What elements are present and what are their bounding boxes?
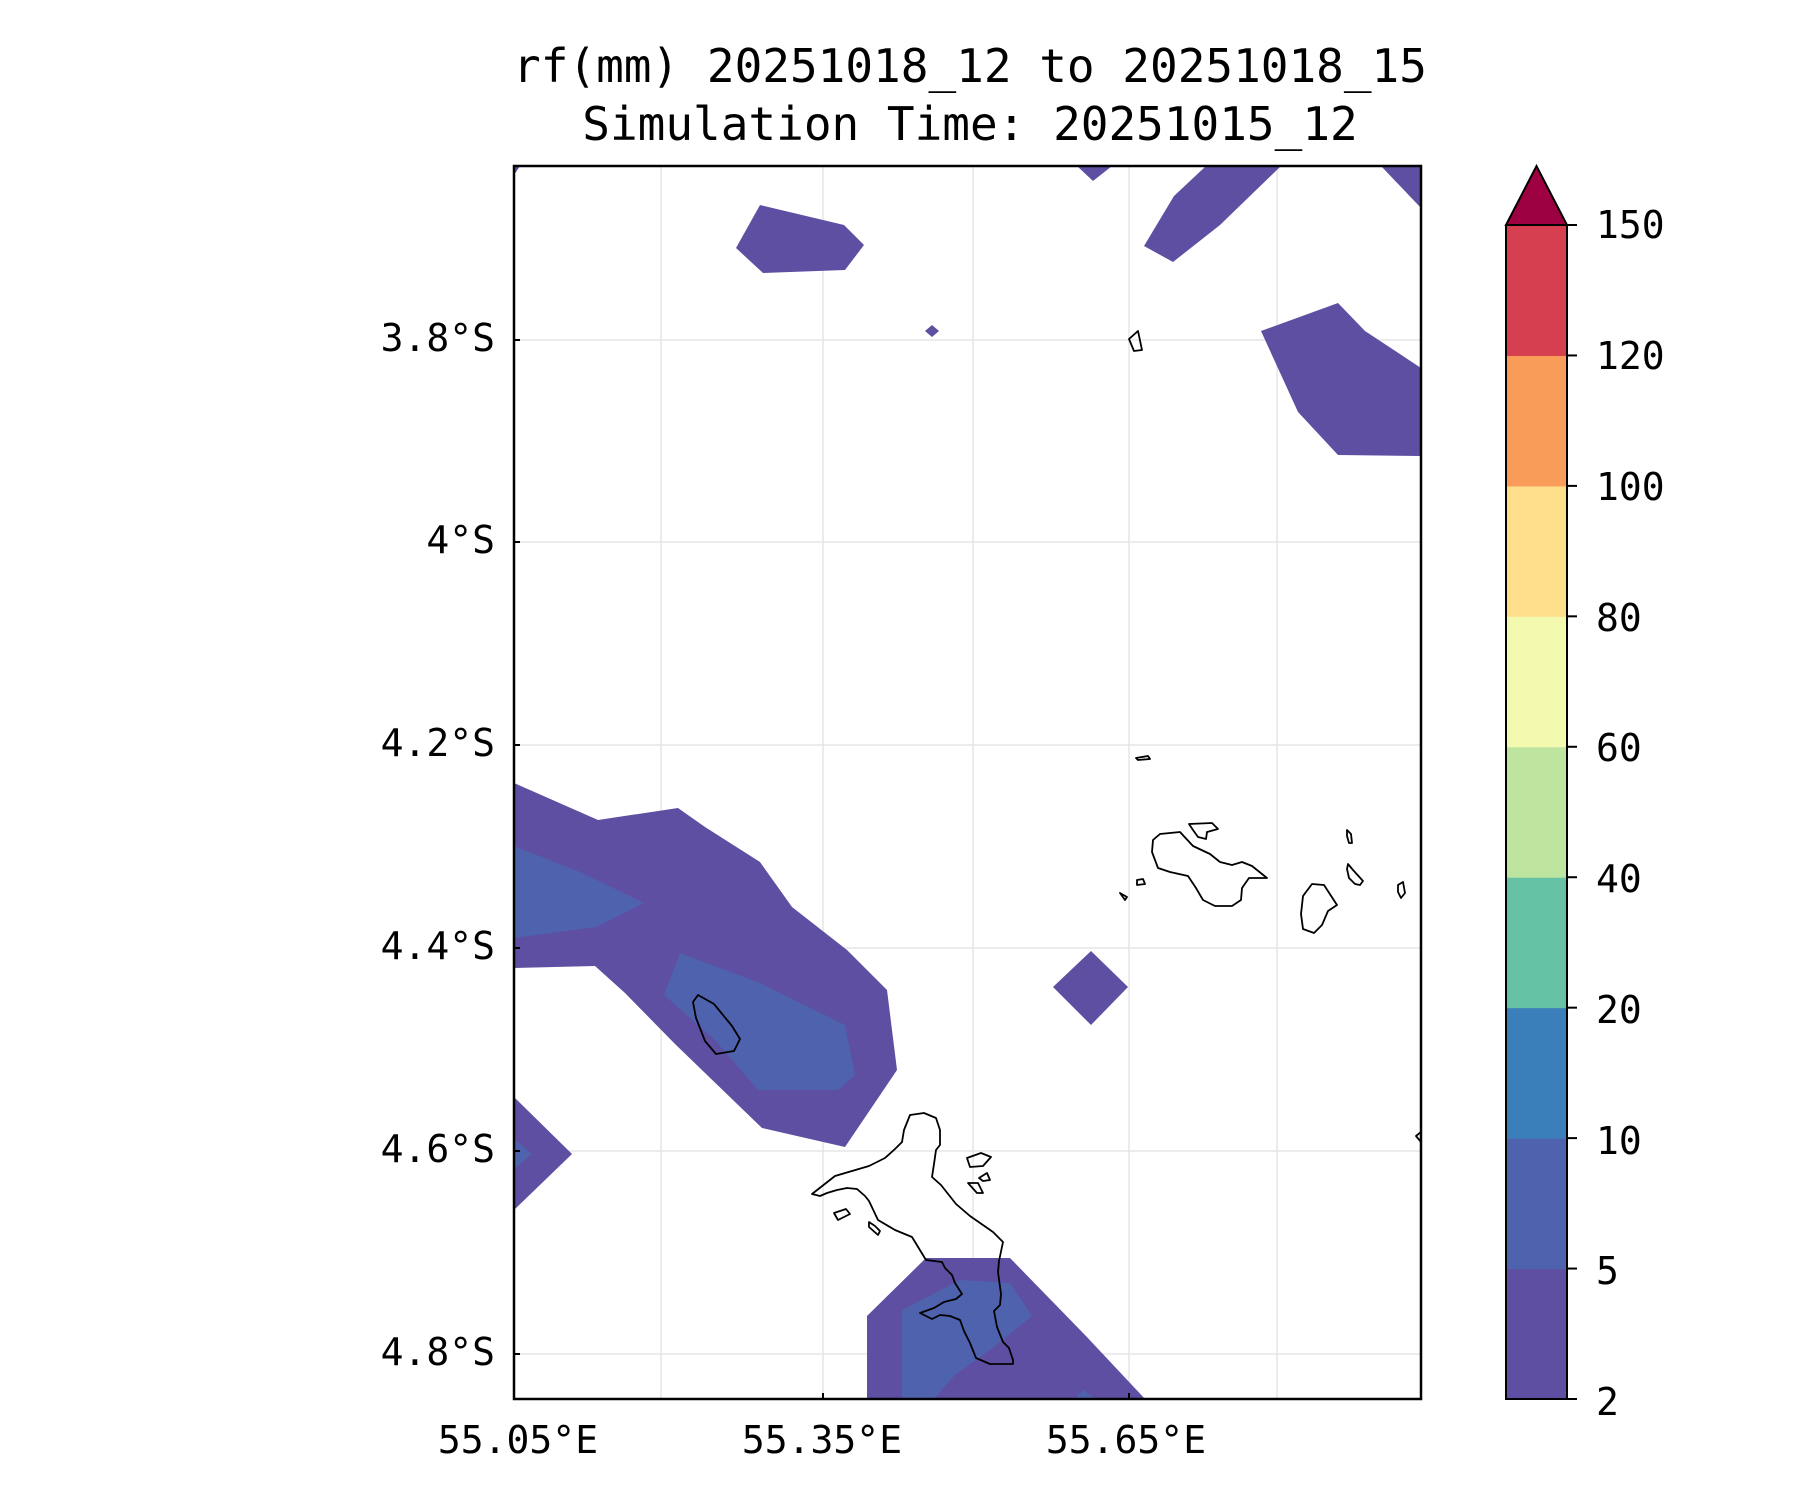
rain-region-5-10 [514, 1139, 532, 1169]
colorbar-tick-label: 60 [1596, 726, 1642, 770]
coastline-islet [868, 1221, 881, 1236]
colorbar-segment [1506, 1007, 1567, 1139]
x-tick-label: 55.65°E [1045, 1418, 1207, 1462]
colorbar-segment [1506, 1138, 1567, 1270]
coastline-islet [1415, 1131, 1421, 1143]
rain-region-2-5 [736, 205, 864, 273]
colorbar-segment [1506, 355, 1567, 487]
rain-region-2-5 [925, 325, 939, 337]
x-tick-label: 55.35°E [741, 1418, 903, 1462]
coastline-islet [1128, 330, 1143, 352]
coastline-praslin [1151, 831, 1268, 907]
rain-region-5-10 [902, 1280, 1032, 1399]
colorbar-segment [1506, 485, 1567, 617]
colorbar-tick-label: 40 [1596, 857, 1642, 901]
rain-region-2-5 [1261, 303, 1421, 456]
colorbar-segment [1506, 616, 1567, 748]
coastline-islet [1397, 881, 1406, 899]
coastline-islet [833, 1208, 851, 1221]
colorbar-tick-label: 150 [1596, 203, 1665, 247]
rain-region-5-10 [514, 846, 644, 938]
colorbar-segment [1506, 1268, 1567, 1400]
rain-region-2-5 [1053, 951, 1128, 1025]
coastline-islet [1119, 892, 1128, 901]
colorbar-tick-label: 80 [1596, 596, 1642, 640]
colorbar-tick-label: 120 [1596, 334, 1665, 378]
rain-region-5-10 [664, 953, 855, 1090]
y-tick-label: 4.8°S [380, 1330, 495, 1374]
y-tick-label: 4.4°S [380, 924, 495, 968]
colorbar-tick-label: 5 [1596, 1249, 1619, 1293]
coastline-islet [967, 1182, 984, 1194]
y-tick-label: 4.6°S [380, 1127, 495, 1171]
rain-region-5-10 [1075, 1390, 1096, 1399]
axis-ticks [513, 339, 1130, 1399]
coastlines [692, 330, 1421, 1365]
x-tick-label: 55.05°E [437, 1418, 599, 1462]
colorbar-tick-label: 20 [1596, 988, 1642, 1032]
rain-region-2-5 [1077, 166, 1112, 181]
rain-region-2-5 [1144, 166, 1281, 262]
coastline-islet [1136, 878, 1146, 886]
colorbar-segment [1506, 225, 1567, 356]
colorbar-frame [1505, 224, 1568, 1400]
colorbar-segment [1506, 746, 1567, 878]
coastline-curieuse [1188, 822, 1219, 840]
colorbar [1504, 163, 1577, 1400]
colorbar-tick-label: 100 [1596, 465, 1665, 509]
y-tick-label: 3.8°S [380, 316, 495, 360]
coastline-mahe [811, 1112, 1014, 1365]
y-tick-label: 4.2°S [380, 721, 495, 765]
y-tick-label: 4°S [426, 518, 495, 562]
rain-region-2-5 [1381, 166, 1421, 208]
colorbar-extend-arrow [1504, 163, 1569, 226]
rain-region-2-5 [514, 1097, 572, 1210]
coastline-silhouette [692, 994, 741, 1055]
plot-frame [512, 164, 1423, 1401]
coastline-islet [1346, 863, 1364, 886]
map-title-line-2: Simulation Time: 20251015_12 [582, 97, 1358, 151]
coastline-islet [1346, 829, 1353, 844]
coastline-ste-anne [966, 1152, 992, 1168]
colorbar-tick-label: 10 [1596, 1119, 1642, 1163]
rainfall-contours [514, 166, 1421, 1399]
coastline-la-digue [1300, 883, 1338, 934]
map-title-line-1: rf(mm) 20251018_12 to 20251018_15 [513, 39, 1427, 93]
coastline-islet [1135, 755, 1151, 761]
gridlines [514, 166, 1421, 1399]
coastline-islet [978, 1172, 991, 1182]
colorbar-segment [1506, 877, 1567, 1009]
rain-region-2-5 [514, 166, 520, 175]
colorbar-tick-label: 2 [1596, 1380, 1619, 1424]
